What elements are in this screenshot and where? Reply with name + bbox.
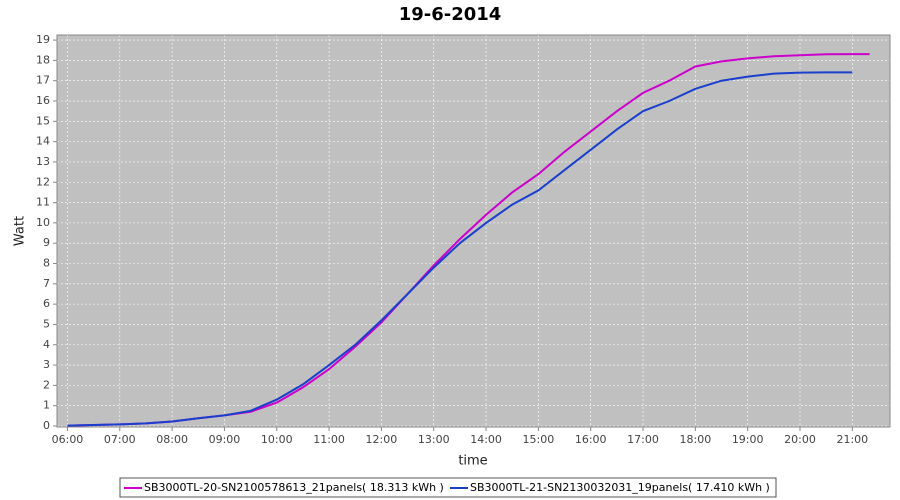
x-tick-label: 19:00: [732, 433, 764, 446]
y-tick-label: 5: [43, 317, 50, 330]
y-tick-label: 11: [36, 196, 50, 209]
y-tick-label: 12: [36, 175, 50, 188]
y-tick-label: 4: [43, 338, 50, 351]
y-tick-label: 0: [43, 419, 50, 432]
y-tick-label: 17: [36, 74, 50, 87]
series-line: [67, 71, 853, 427]
x-tick-label: 07:00: [104, 433, 136, 446]
y-tick-label: 8: [43, 257, 50, 270]
x-tick-label: 11:00: [313, 433, 345, 446]
x-tick-label: 10:00: [261, 433, 293, 446]
plot-area: [57, 35, 890, 427]
x-tick-label: 14:00: [470, 433, 502, 446]
chart-title: 19-6-2014: [399, 4, 502, 25]
legend: [119, 477, 777, 498]
y-tick-label: 2: [43, 378, 50, 391]
y-tick-label: 16: [36, 94, 50, 107]
x-tick-label: 15:00: [523, 433, 555, 446]
y-tick-label: 13: [36, 155, 50, 168]
y-tick-label: 14: [36, 135, 50, 148]
x-tick-label: 18:00: [680, 433, 712, 446]
plot-border: [56, 34, 891, 428]
y-tick-label: 1: [43, 399, 50, 412]
x-tick-label: 13:00: [418, 433, 450, 446]
y-tick-label: 6: [43, 297, 50, 310]
y-tick-label: 15: [36, 114, 50, 127]
x-tick-label: 12:00: [366, 433, 398, 446]
x-tick-label: 17:00: [627, 433, 659, 446]
x-tick-label: 20:00: [784, 433, 816, 446]
x-tick-label: 08:00: [156, 433, 188, 446]
legend-label: SB3000TL-20-SN2100578613_21panels( 18.31…: [144, 481, 444, 494]
x-tick-label: 09:00: [209, 433, 241, 446]
x-tick-label: 06:00: [52, 433, 84, 446]
y-tick-label: 7: [43, 277, 50, 290]
y-tick-label: 9: [43, 236, 50, 249]
x-axis-label: time: [458, 454, 487, 469]
y-tick-label: 18: [36, 53, 50, 66]
y-tick-label: 19: [36, 33, 50, 46]
x-tick-label: 21:00: [836, 433, 868, 446]
y-tick-label: 3: [43, 358, 50, 371]
y-tick-label: 10: [36, 216, 50, 229]
x-tick-label: 16:00: [575, 433, 607, 446]
y-axis-label: Watt: [13, 216, 28, 246]
legend-label: SB3000TL-21-SN2130032031_19panels( 17.41…: [470, 481, 770, 494]
